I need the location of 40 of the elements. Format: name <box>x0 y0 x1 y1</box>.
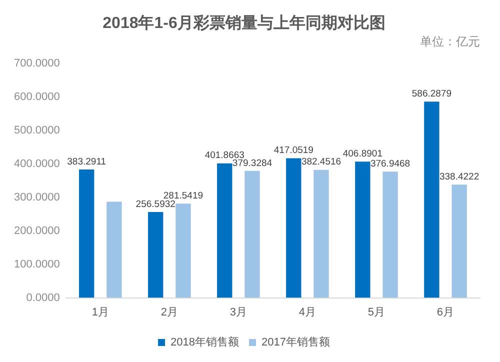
x-tick-label: 3月 <box>230 306 247 318</box>
data-label: 379.3284 <box>232 158 272 169</box>
y-tick-label: 600.0000 <box>14 91 60 104</box>
y-tick-label: 400.0000 <box>14 158 60 170</box>
y-tick-label: 100.0000 <box>14 258 60 270</box>
bar <box>78 170 94 298</box>
y-tick-label: 700.0000 <box>14 58 60 70</box>
bar <box>452 184 467 298</box>
data-label: 417.0519 <box>274 145 314 156</box>
bar <box>176 204 191 298</box>
data-label: 586.2879 <box>412 88 452 100</box>
bar <box>355 162 370 298</box>
bar <box>244 170 260 298</box>
y-tick-label: 500.0000 <box>14 124 60 137</box>
legend-label: 2018年销售额 <box>170 336 240 349</box>
data-label: 376.9468 <box>370 158 410 170</box>
bar <box>314 170 329 298</box>
x-tick-label: 6月 <box>436 306 454 318</box>
bar <box>106 202 122 298</box>
bar <box>424 102 440 298</box>
chart-title: 2018年1-6月彩票销量与上年同期对比图 <box>102 14 386 32</box>
data-label: 382.4516 <box>301 156 342 168</box>
data-label: 383.2911 <box>67 156 106 168</box>
x-tick-label: 4月 <box>298 306 316 318</box>
y-tick-label: 300.0000 <box>14 191 60 204</box>
x-tick-label: 2月 <box>160 306 178 318</box>
chart-subtitle: 单位：亿元 <box>420 34 480 49</box>
x-tick-label: 5月 <box>368 306 386 318</box>
y-tick-label: 0.0000 <box>26 292 60 304</box>
bar <box>217 163 232 298</box>
data-label: 338.4222 <box>439 171 480 182</box>
data-label: 256.5932 <box>136 198 176 210</box>
y-tick-label: 200.0000 <box>14 224 60 237</box>
bar <box>148 212 164 298</box>
data-label: 406.8901 <box>342 148 382 160</box>
data-label: 281.5419 <box>163 190 204 202</box>
x-tick-label: 1月 <box>92 306 109 318</box>
bar <box>286 158 302 298</box>
bar <box>382 172 398 298</box>
legend-label: 2017年销售额 <box>262 336 330 349</box>
